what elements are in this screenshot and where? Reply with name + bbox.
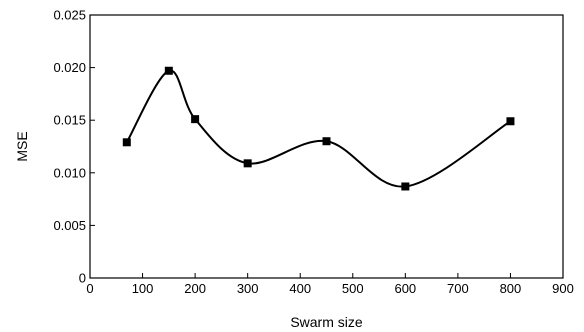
- x-tick-label: 0: [86, 281, 93, 296]
- x-tick-label: 400: [289, 281, 311, 296]
- plot-frame: [89, 14, 564, 279]
- series-line: [125, 69, 511, 188]
- data-point: [506, 117, 515, 126]
- x-axis-label: Swarm size: [290, 314, 363, 330]
- x-tick-label: 900: [552, 281, 574, 296]
- data-point: [322, 137, 331, 146]
- y-tick-label: 0: [79, 271, 86, 286]
- x-tick-label: 800: [500, 281, 522, 296]
- x-tick-label: 100: [132, 281, 154, 296]
- y-tick-label: 0.020: [53, 60, 86, 75]
- data-point: [401, 182, 410, 191]
- y-tick-label: 0.025: [53, 8, 86, 23]
- data-point: [164, 66, 173, 75]
- x-tick-label: 300: [237, 281, 259, 296]
- y-tick-label: 0.010: [53, 165, 86, 180]
- x-tick-label: 600: [394, 281, 416, 296]
- x-tick-label: 700: [447, 281, 469, 296]
- x-axis-ticks: 0 100 200 300 400 500 600 700 800 900: [86, 273, 574, 296]
- data-point: [122, 138, 131, 147]
- y-axis-label: MSE: [14, 131, 30, 161]
- y-tick-label: 0.005: [53, 218, 86, 233]
- series-layer: [122, 66, 515, 191]
- data-point: [191, 115, 200, 124]
- y-axis-ticks: 0 0.005 0.010 0.015 0.020 0.025: [53, 8, 95, 286]
- data-point: [243, 159, 252, 168]
- x-tick-label: 200: [184, 281, 206, 296]
- y-tick-label: 0.015: [53, 113, 86, 128]
- x-tick-label: 500: [342, 281, 364, 296]
